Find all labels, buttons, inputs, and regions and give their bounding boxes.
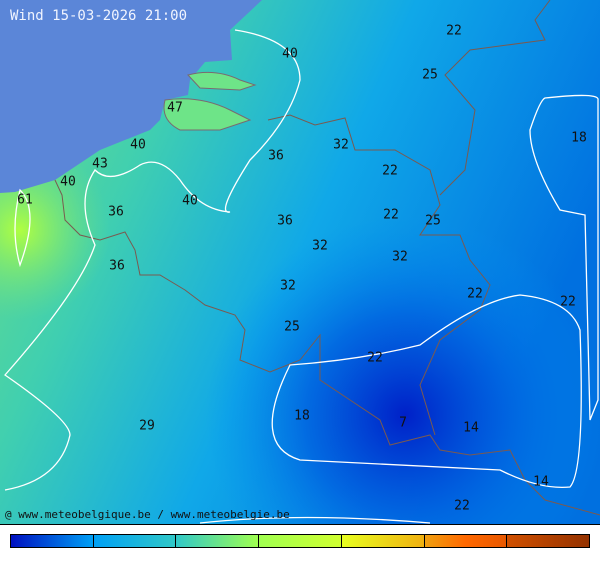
wind-speed-label: 22 xyxy=(382,163,398,179)
color-scale-legend xyxy=(10,534,590,548)
wind-speed-label: 32 xyxy=(333,137,349,153)
isotach-contours xyxy=(4,29,599,524)
wind-speed-label: 36 xyxy=(277,213,293,229)
wind-speed-label: 18 xyxy=(571,130,587,146)
map-title: Wind 15-03-2026 21:00 xyxy=(10,8,188,24)
wind-speed-label: 22 xyxy=(383,207,399,223)
wind-speed-label: 25 xyxy=(284,319,300,335)
wind-speed-label: 36 xyxy=(108,204,124,220)
wind-speed-label: 32 xyxy=(280,278,296,294)
wind-speed-label: 14 xyxy=(533,474,549,490)
wind-speed-label: 40 xyxy=(282,46,298,62)
color-scale-segment xyxy=(424,535,508,547)
wind-speed-label: 22 xyxy=(560,294,576,310)
wind-speed-label: 40 xyxy=(60,174,76,190)
color-scale-segment xyxy=(176,535,260,547)
wind-speed-label: 25 xyxy=(422,67,438,83)
wind-speed-label: 43 xyxy=(92,156,108,172)
wind-speed-label: 22 xyxy=(467,286,483,302)
color-scale-segment xyxy=(259,535,342,547)
wind-speed-label: 29 xyxy=(139,418,155,434)
wind-speed-label: 7 xyxy=(399,415,407,431)
color-scale-segment xyxy=(341,535,425,547)
wind-speed-label: 14 xyxy=(463,420,479,436)
wind-speed-label: 22 xyxy=(446,23,462,39)
credit-text: @ www.meteobelgique.be / www.meteobelgie… xyxy=(5,508,290,521)
wind-speed-label: 40 xyxy=(182,193,198,209)
wind-speed-label: 40 xyxy=(130,137,146,153)
wind-speed-label: 18 xyxy=(294,408,310,424)
wind-speed-label: 22 xyxy=(454,498,470,514)
wind-speed-label: 47 xyxy=(167,100,183,116)
wind-map: Wind 15-03-2026 21:00 22 40 25 47 18 40 36 32 43… xyxy=(0,0,600,525)
wind-speed-label: 32 xyxy=(312,238,328,254)
wind-speed-label: 32 xyxy=(392,249,408,265)
country-borders xyxy=(54,0,600,516)
wind-speed-label: 22 xyxy=(367,350,383,366)
wind-speed-label: 36 xyxy=(268,148,284,164)
wind-speed-label: 61 xyxy=(17,192,33,208)
wind-speed-label: 36 xyxy=(109,258,125,274)
wind-speed-label: 25 xyxy=(425,213,441,229)
color-scale-segment xyxy=(507,535,590,547)
wind-field xyxy=(0,0,600,524)
sea xyxy=(0,0,262,193)
color-scale-segment xyxy=(93,535,177,547)
color-scale-segment xyxy=(11,535,94,547)
